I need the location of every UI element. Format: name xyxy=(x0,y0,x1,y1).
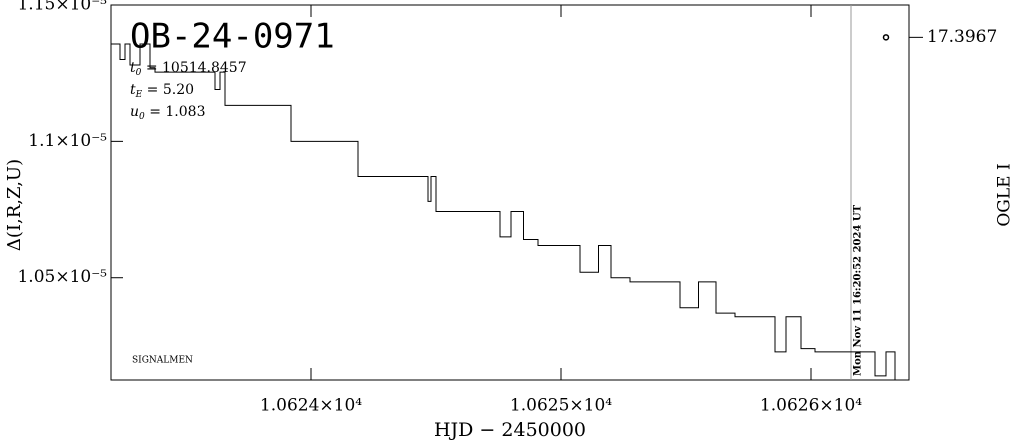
parameter-text: = 10514.8457 xyxy=(141,60,246,76)
y-tick-label: 1.1×10⁻⁵ xyxy=(28,131,107,151)
y-axis-label: Δ(I,R,Z,U) xyxy=(4,159,25,251)
data-line xyxy=(111,43,896,380)
parameter: u0 = 1.083 xyxy=(130,104,205,122)
y-tick-label: 1.05×10⁻⁵ xyxy=(17,267,107,287)
parameter-symbol: t xyxy=(130,60,136,76)
y2-tick-label: 17.3967 xyxy=(927,27,997,47)
parameter-sub: E xyxy=(135,90,143,100)
plot-frame xyxy=(110,4,910,381)
x-tick-label: 1.0626×10⁴ xyxy=(760,396,862,416)
parameter-text: = 1.083 xyxy=(145,104,206,120)
parameter-text: = 5.20 xyxy=(142,82,194,98)
y-tick-label: 1.15×10⁻⁵ xyxy=(17,0,107,15)
parameter-symbol: u xyxy=(130,104,139,120)
credit: SIGNALMEN xyxy=(132,356,193,366)
annotation: Mon Nov 11 16:20:52 2024 UT xyxy=(853,204,864,376)
parameter: tE = 5.20 xyxy=(130,82,194,100)
y2-axis-label: OGLE I xyxy=(995,163,1014,226)
x-axis-label: HJD − 2450000 xyxy=(434,419,586,440)
parameter-sub: 0 xyxy=(139,112,145,122)
data-point xyxy=(882,34,890,41)
x-tick-label: 1.0624×10⁴ xyxy=(260,396,362,416)
chart-title: OB-24-0971 xyxy=(130,17,335,57)
x-tick-label: 1.0625×10⁴ xyxy=(510,396,612,416)
parameter: t0 = 10514.8457 xyxy=(130,60,247,78)
parameter-symbol: t xyxy=(130,82,136,98)
parameter-sub: 0 xyxy=(136,68,142,78)
